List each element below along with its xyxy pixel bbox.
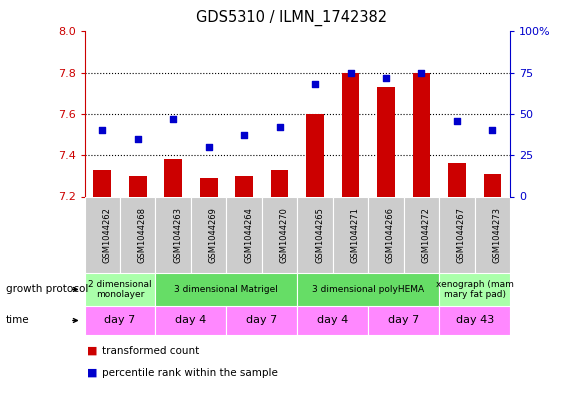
Bar (93, 170, 111, 196)
Text: GDS5310 / ILMN_1742382: GDS5310 / ILMN_1742382 (196, 10, 387, 26)
Bar (236, 176, 253, 196)
Point (240, 132, 249, 139)
Bar (483, 174, 501, 196)
Bar (297, 273, 439, 306)
Bar (413, 73, 430, 196)
Text: day 7: day 7 (246, 316, 278, 325)
Bar (377, 87, 395, 196)
Bar (226, 196, 262, 273)
Text: GSM1044269: GSM1044269 (209, 207, 217, 263)
Bar (439, 273, 510, 306)
Bar (475, 196, 510, 273)
Text: day 7: day 7 (104, 316, 136, 325)
Text: GSM1044271: GSM1044271 (350, 207, 360, 263)
Text: GSM1044266: GSM1044266 (386, 207, 395, 263)
Point (275, 124, 285, 130)
Text: GSM1044273: GSM1044273 (493, 207, 501, 263)
Text: transformed count: transformed count (102, 346, 199, 356)
Text: GSM1044268: GSM1044268 (138, 207, 147, 263)
Bar (156, 196, 191, 273)
Bar (342, 73, 359, 196)
Text: day 7: day 7 (388, 316, 419, 325)
Bar (85, 306, 156, 335)
Point (452, 118, 462, 124)
Text: GSM1044272: GSM1044272 (422, 207, 430, 263)
Bar (191, 196, 226, 273)
Bar (403, 196, 439, 273)
Point (133, 136, 142, 142)
Text: GSM1044265: GSM1044265 (315, 207, 324, 263)
Text: day 4: day 4 (317, 316, 349, 325)
Text: ■: ■ (87, 346, 98, 356)
Point (310, 81, 319, 87)
Text: ■: ■ (87, 367, 98, 378)
Point (346, 70, 355, 76)
Point (168, 116, 178, 122)
Point (204, 144, 213, 150)
Bar (85, 273, 156, 306)
Bar (271, 170, 289, 196)
Bar (85, 196, 120, 273)
Bar (368, 196, 403, 273)
Text: GSM1044267: GSM1044267 (457, 207, 466, 263)
Bar (297, 196, 333, 273)
Point (97, 127, 107, 134)
Bar (200, 178, 217, 196)
Text: xenograph (mam
mary fat pad): xenograph (mam mary fat pad) (436, 280, 514, 299)
Bar (156, 273, 297, 306)
Text: day 4: day 4 (175, 316, 206, 325)
Point (417, 70, 426, 76)
Text: GSM1044262: GSM1044262 (102, 207, 111, 263)
Bar (226, 306, 297, 335)
Bar (297, 306, 368, 335)
Text: percentile rank within the sample: percentile rank within the sample (102, 367, 278, 378)
Text: day 43: day 43 (455, 316, 494, 325)
Bar (120, 196, 156, 273)
Text: growth protocol: growth protocol (6, 285, 88, 294)
Bar (448, 163, 466, 196)
Point (488, 127, 497, 134)
Bar (262, 196, 297, 273)
Bar (164, 160, 182, 196)
Bar (306, 114, 324, 196)
Text: GSM1044270: GSM1044270 (280, 207, 289, 263)
Bar (368, 306, 439, 335)
Text: 3 dimensional polyHEMA: 3 dimensional polyHEMA (312, 285, 424, 294)
Bar (156, 306, 226, 335)
Point (381, 75, 391, 81)
Text: 3 dimensional Matrigel: 3 dimensional Matrigel (174, 285, 278, 294)
Text: 2 dimensional
monolayer: 2 dimensional monolayer (88, 280, 152, 299)
Bar (439, 306, 510, 335)
Text: GSM1044263: GSM1044263 (173, 207, 182, 263)
Bar (333, 196, 368, 273)
Bar (129, 176, 146, 196)
Text: time: time (6, 316, 30, 325)
Text: GSM1044264: GSM1044264 (244, 207, 253, 263)
Bar (439, 196, 475, 273)
